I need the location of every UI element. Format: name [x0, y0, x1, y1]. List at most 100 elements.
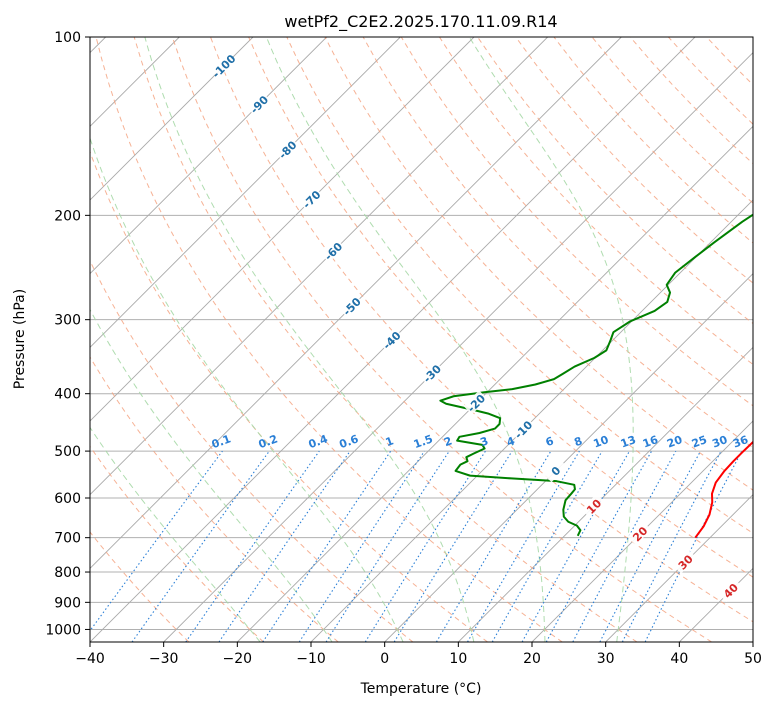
x-tick-label: 0	[380, 651, 389, 667]
mixing-ratio-line	[90, 450, 223, 632]
mixing-ratio-label: 0.4	[307, 432, 330, 451]
mixing-ratio-label: 20	[665, 433, 684, 451]
mixing-ratio-label: 10	[592, 433, 611, 451]
mixing-ratio-label: 4	[505, 434, 517, 449]
x-axis-label: Temperature (°C)	[360, 681, 482, 697]
y-tick-label: 800	[54, 565, 81, 581]
mixing-ratio-label: 2	[442, 434, 454, 449]
adiabat-label-bg	[627, 521, 652, 546]
adiabat-label-bg	[672, 549, 697, 574]
plot-frame	[89, 36, 754, 643]
isotherm-line	[163, 52, 753, 642]
x-tick-label: 20	[523, 651, 541, 667]
adiabat-label-bg	[339, 293, 364, 318]
y-tick-label: 400	[54, 387, 81, 403]
y-tick-label: 600	[54, 491, 81, 507]
x-tick-label: −10	[296, 651, 326, 667]
moist-adiabat-line	[90, 136, 404, 642]
adiabat-label-bg	[510, 416, 535, 441]
x-tick-label: 40	[670, 651, 688, 667]
mixing-ratio-line	[325, 450, 450, 642]
plot-area	[90, 37, 753, 642]
y-tick-label: 900	[54, 595, 81, 611]
adiabat-label-bg	[246, 91, 271, 116]
isotherm-line	[90, 37, 327, 275]
chart-title: wetPf2_C2E2.2025.170.11.09.R14	[284, 12, 557, 32]
isotherm-line	[90, 37, 622, 569]
dry-adiabat-line	[171, 37, 712, 642]
adiabat-label-bg	[717, 577, 743, 602]
mixing-ratio-label: 30	[710, 433, 729, 451]
dry-adiabat-line	[439, 37, 753, 366]
dry-adiabat-line	[90, 445, 264, 642]
dry-adiabat-line	[95, 37, 563, 642]
temperature-profile-line	[694, 440, 753, 539]
dry-adiabat-line	[90, 356, 339, 642]
isotherm-line	[605, 494, 753, 642]
mixing-ratio-line	[218, 450, 351, 642]
y-tick-label: 500	[54, 444, 81, 460]
mixing-ratio-line	[131, 450, 270, 642]
adiabat-label-bg	[298, 186, 323, 211]
mixing-ratio-label: 1.5	[412, 432, 435, 451]
adiabat-label-bg	[543, 458, 568, 483]
mixing-ratio-label: 0.2	[257, 432, 280, 451]
x-tick-label: −30	[149, 651, 179, 667]
mixing-ratio-line	[393, 450, 513, 642]
y-tick-label: 300	[54, 313, 81, 329]
dry-adiabat-line	[90, 531, 190, 642]
x-tick-label: 30	[597, 651, 615, 667]
mixing-ratio-label: 3	[478, 434, 490, 449]
mixing-ratio-label: 0.1	[210, 432, 233, 451]
mixing-ratio-label: 6	[544, 434, 556, 449]
mixing-ratio-label: 13	[619, 433, 638, 450]
adiabat-label-bg	[320, 238, 345, 263]
x-tick-label: −40	[75, 651, 105, 667]
dry-adiabat-line	[210, 37, 753, 623]
mixing-ratio-label: 0.6	[338, 432, 361, 451]
isotherm-line	[237, 125, 753, 642]
y-tick-label: 100	[54, 30, 81, 46]
y-tick-label: 200	[54, 208, 81, 224]
moist-adiabat-line	[265, 37, 546, 642]
adiabat-label-bg	[211, 53, 236, 78]
dry-adiabat-line	[248, 37, 753, 578]
dry-adiabat-line	[286, 37, 753, 534]
dewpoint-profile-line	[439, 213, 753, 537]
mixing-ratio-label: 36	[731, 433, 750, 451]
isotherm-line	[90, 37, 401, 348]
x-tick-label: 10	[449, 651, 467, 667]
line-labels: 0.1 0.2 0.4 0.6 1 1.5 2 3 4 6 8 10 13 16 20 25 30 36-100-…	[210, 52, 750, 602]
adiabat-label-bg	[463, 390, 488, 415]
moist-adiabat-line	[144, 37, 475, 642]
y-tick-label: 700	[54, 531, 81, 547]
y-axis-label: Pressure (hPa)	[12, 289, 28, 389]
mixing-ratio-line	[298, 450, 425, 642]
mixing-ratio-label: 8	[572, 434, 584, 449]
mixing-ratio-label: 25	[690, 433, 709, 450]
isotherm-line	[90, 37, 548, 496]
mixing-ratio-line	[185, 450, 320, 642]
plot-background	[90, 37, 753, 642]
dry-adiabat-line	[515, 37, 753, 284]
y-tick-label: 1000	[45, 622, 81, 638]
mixing-ratio-line	[572, 450, 677, 642]
dry-adiabat-line	[90, 259, 414, 642]
dry-adiabat-line	[400, 37, 753, 407]
mixing-ratio-label: 16	[641, 433, 660, 451]
dry-adiabat-line	[133, 37, 638, 642]
isotherm-line	[90, 37, 254, 201]
mixing-ratio-label: 1	[384, 434, 396, 449]
adiabat-label-bg	[419, 360, 444, 385]
isotherm-line	[458, 346, 753, 642]
x-tick-label: −20	[223, 651, 253, 667]
adiabat-label-bg	[581, 493, 606, 518]
mixing-ratio-line	[521, 450, 630, 642]
isotherm-line	[90, 37, 475, 422]
mixing-ratio-line	[644, 450, 743, 642]
adiabat-label-bg	[379, 327, 404, 352]
isotherm-line	[384, 273, 753, 642]
axes: −40 −30 −20 −10 0 10 20 30 40 5010020030040050060…	[45, 30, 762, 667]
x-tick-label: 50	[744, 651, 762, 667]
